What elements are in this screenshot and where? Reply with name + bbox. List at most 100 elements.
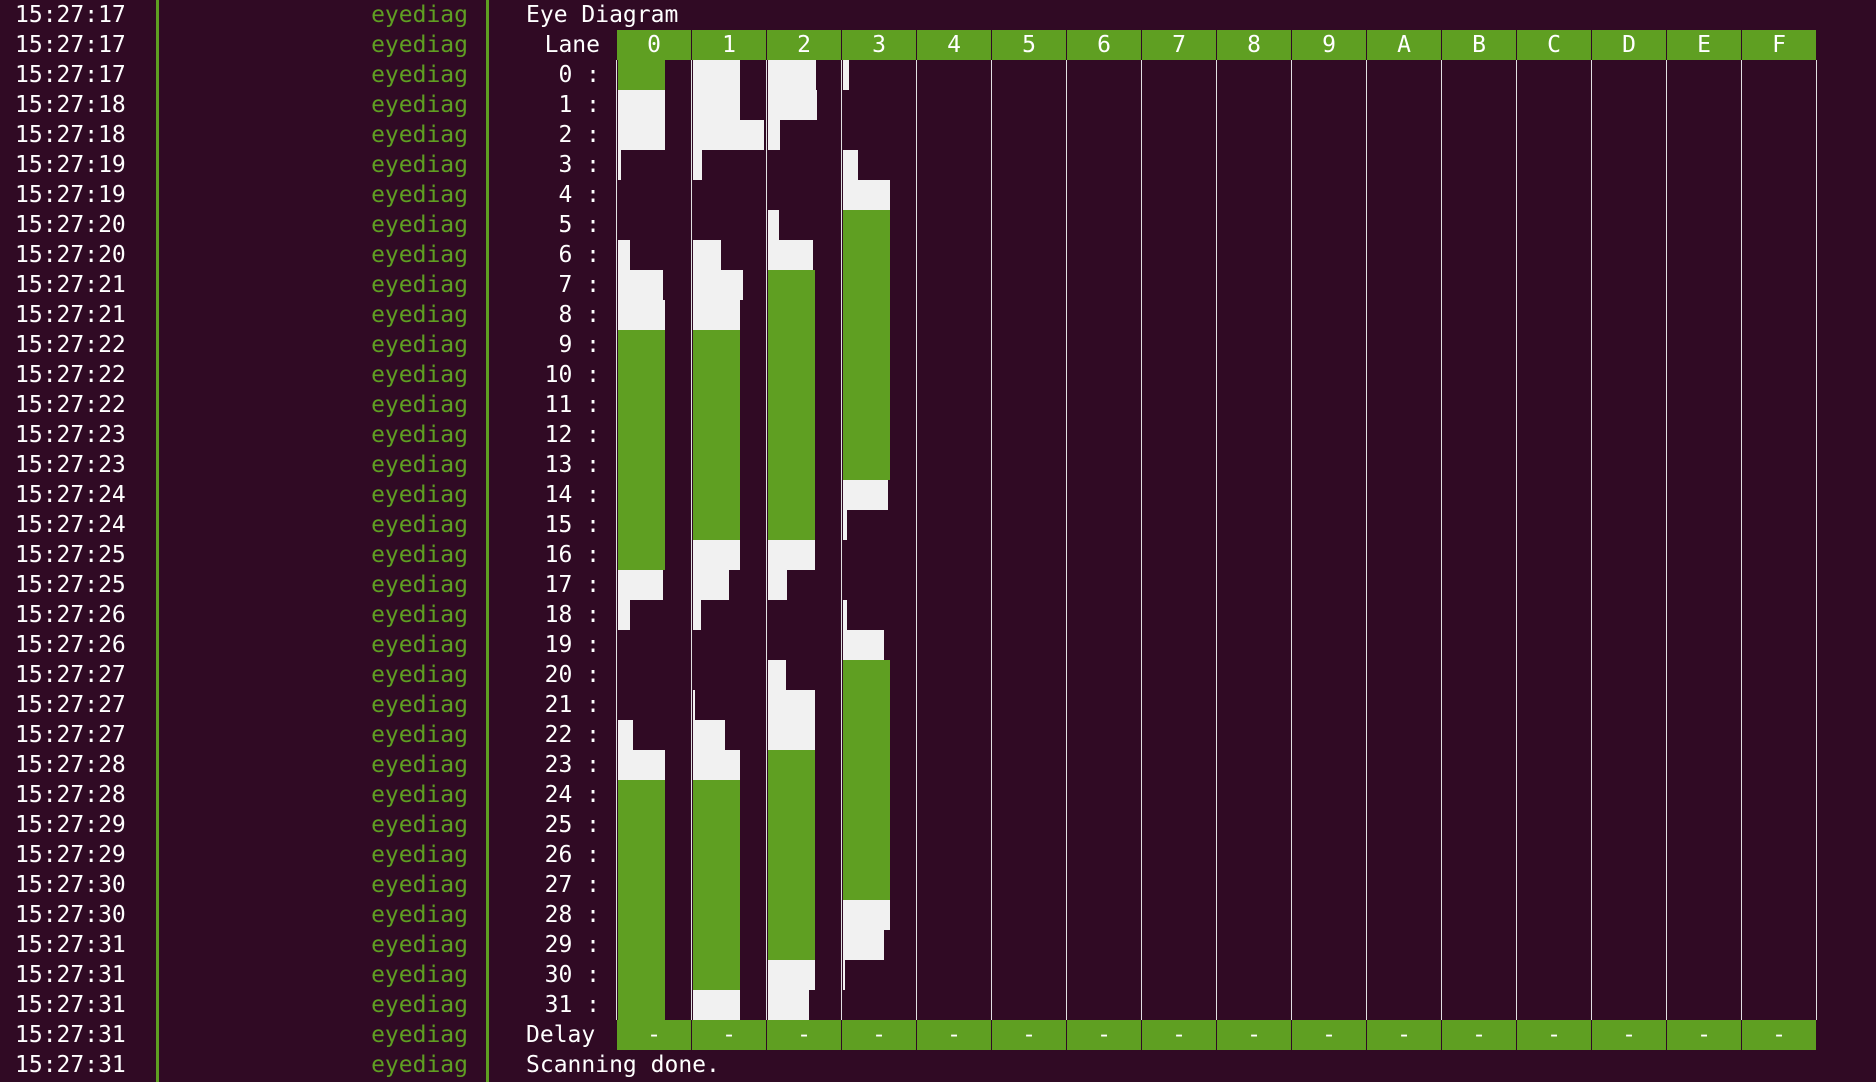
eye-cell-marginal <box>618 120 665 150</box>
log-timestamp: 15:27:19 <box>15 182 126 208</box>
eye-cell-pass <box>618 960 665 990</box>
lane-label: 27 : <box>544 872 600 898</box>
log-line: 15:27:31 eyediag 31 : <box>0 990 1876 1020</box>
column-header: C <box>1517 30 1591 60</box>
lane-label: 1 : <box>558 92 600 118</box>
column-header: B <box>1442 30 1516 60</box>
grid-column-divider <box>766 60 767 1020</box>
log-tag: eyediag <box>371 782 468 808</box>
eye-cell-marginal <box>618 90 665 120</box>
eye-cell-marginal <box>693 90 740 120</box>
eye-cell-marginal <box>768 120 780 150</box>
eye-cell-pass <box>768 300 815 330</box>
eye-cell-marginal <box>693 750 740 780</box>
log-timestamp: 15:27:22 <box>15 332 126 358</box>
grid-column-divider <box>1816 60 1817 1020</box>
log-tag: eyediag <box>371 962 468 988</box>
lane-label: 8 : <box>558 302 600 328</box>
log-line: 15:27:29 eyediag 25 : <box>0 810 1876 840</box>
delay-cell: - <box>1367 1020 1441 1050</box>
eye-cell-pass <box>768 510 815 540</box>
lane-label: 24 : <box>544 782 600 808</box>
eye-cell-marginal <box>843 60 849 90</box>
log-line: 15:27:21 eyediag 8 : <box>0 300 1876 330</box>
eye-cell-pass <box>618 480 665 510</box>
log-line: 15:27:26 eyediag 19 : <box>0 630 1876 660</box>
lane-label: 20 : <box>544 662 600 688</box>
eye-cell-marginal <box>618 600 630 630</box>
lane-label: 6 : <box>558 242 600 268</box>
log-line: 15:27:20 eyediag 5 : <box>0 210 1876 240</box>
lane-label: 13 : <box>544 452 600 478</box>
log-tag: eyediag <box>371 872 468 898</box>
log-timestamp: 15:27:31 <box>15 962 126 988</box>
delay-cell: - <box>1292 1020 1366 1050</box>
lane-label: 10 : <box>544 362 600 388</box>
eye-cell-marginal <box>618 570 663 600</box>
log-line: 15:27:27 eyediag 22 : <box>0 720 1876 750</box>
log-timestamp: 15:27:17 <box>15 32 126 58</box>
eye-cell-pass <box>618 930 665 960</box>
eye-cell-pass <box>693 960 740 990</box>
log-tag: eyediag <box>371 1052 468 1078</box>
eye-cell-pass <box>618 840 665 870</box>
eye-cell-pass <box>693 840 740 870</box>
log-tag: eyediag <box>371 92 468 118</box>
column-header: A <box>1367 30 1441 60</box>
lane-label: 28 : <box>544 902 600 928</box>
log-tag: eyediag <box>371 512 468 538</box>
log-tag: eyediag <box>371 932 468 958</box>
log-timestamp: 15:27:31 <box>15 1052 126 1078</box>
log-line: 15:27:24 eyediag 14 : <box>0 480 1876 510</box>
eye-cell-marginal <box>693 690 695 720</box>
log-tag: eyediag <box>371 752 468 778</box>
diagram-title: Eye Diagram <box>526 2 679 28</box>
eye-cell-marginal <box>618 750 665 780</box>
eye-cell-pass <box>843 270 890 300</box>
delay-cell: - <box>1067 1020 1141 1050</box>
eye-cell-marginal <box>843 930 884 960</box>
log-timestamp: 15:27:22 <box>15 362 126 388</box>
lane-label: 21 : <box>544 692 600 718</box>
lane-label: 5 : <box>558 212 600 238</box>
eye-cell-pass <box>843 390 890 420</box>
log-line: 15:27:22 eyediag 10 : <box>0 360 1876 390</box>
eye-cell-marginal <box>768 90 817 120</box>
eye-cell-pass <box>843 750 890 780</box>
log-separator-right <box>486 0 489 1082</box>
eye-cell-pass <box>843 210 890 240</box>
log-timestamp: 15:27:21 <box>15 272 126 298</box>
eye-cell-pass <box>693 330 740 360</box>
delay-cell: - <box>692 1020 766 1050</box>
log-tag: eyediag <box>371 422 468 448</box>
delay-cell: - <box>1742 1020 1816 1050</box>
delay-cell: - <box>1667 1020 1741 1050</box>
lane-label: 7 : <box>558 272 600 298</box>
eye-cell-pass <box>768 840 815 870</box>
log-timestamp: 15:27:17 <box>15 62 126 88</box>
grid-column-divider <box>691 60 692 1020</box>
log-timestamp: 15:27:25 <box>15 572 126 598</box>
eye-cell-pass <box>768 420 815 450</box>
eye-cell-pass <box>693 510 740 540</box>
eye-cell-marginal <box>693 600 701 630</box>
log-timestamp: 15:27:28 <box>15 752 126 778</box>
column-header: 9 <box>1292 30 1366 60</box>
log-tag: eyediag <box>371 572 468 598</box>
eye-cell-pass <box>768 900 815 930</box>
eye-cell-marginal <box>843 180 890 210</box>
log-tag: eyediag <box>371 302 468 328</box>
eye-cell-pass <box>693 480 740 510</box>
delay-cell: - <box>1517 1020 1591 1050</box>
lane-label: 26 : <box>544 842 600 868</box>
eye-cell-pass <box>618 540 665 570</box>
eye-cell-pass <box>618 990 665 1020</box>
column-header: 3 <box>842 30 916 60</box>
column-header: D <box>1592 30 1666 60</box>
lane-label: 30 : <box>544 962 600 988</box>
column-header: E <box>1667 30 1741 60</box>
log-timestamp: 15:27:27 <box>15 662 126 688</box>
lane-label: 3 : <box>558 152 600 178</box>
column-header: 2 <box>767 30 841 60</box>
eye-cell-marginal <box>768 540 815 570</box>
